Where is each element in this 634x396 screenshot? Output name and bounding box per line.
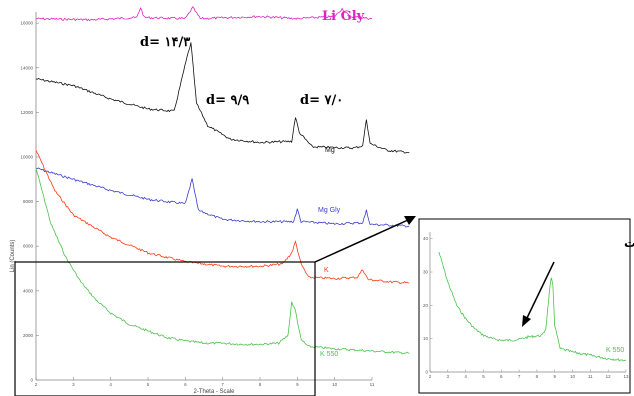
inset-y-tick-label: 0	[425, 370, 428, 375]
series-line-k	[35, 150, 410, 284]
inset-x-tick-label: 8	[536, 374, 539, 379]
x-axis-title: 2-Theta - Scale	[193, 389, 235, 395]
y-tick-label: 8000	[23, 199, 34, 204]
inset-x-tick-label: 12	[606, 374, 612, 379]
inset-series-label: K 550	[606, 347, 624, 354]
inset-series-line	[438, 251, 627, 362]
inset-y-tick-label: 10	[423, 336, 429, 341]
x-tick-label: 10	[332, 382, 338, 387]
zoom-selection-box	[14, 261, 316, 396]
inset-x-tick-label: 13	[623, 374, 629, 379]
inset-y-tick-label: 40	[423, 236, 429, 241]
inset-x-tick-label: 2	[429, 374, 432, 379]
inset-x-tick-label: 7	[518, 374, 521, 379]
series-line-mg-gly	[35, 167, 410, 228]
inset-annotation-arrow-line	[526, 261, 555, 319]
y-tick-label: 10000	[20, 154, 33, 159]
x-tick-label: 6	[184, 382, 187, 387]
x-tick-label: 7	[221, 382, 224, 387]
inset-x-tick-label: 3	[447, 374, 450, 379]
series-label-k-550: K 550	[320, 351, 338, 358]
x-tick-label: 2	[35, 382, 38, 387]
inset-x-tick-label: 11	[588, 374, 593, 379]
x-tick-label: 9	[296, 382, 299, 387]
x-tick-label: 11	[370, 382, 375, 387]
series-label-k: K	[324, 267, 329, 274]
y-tick-label: 14000	[20, 65, 33, 70]
x-tick-label: 3	[72, 382, 75, 387]
inset-chart: 2 3 4 5 6 7 8 9 10 11 12 13 0 10 20 30 40 K 550 هیدروکسی ب…	[423, 232, 634, 379]
inset-x-tick-label: 4	[464, 374, 467, 379]
x-tick-label: 4	[109, 382, 112, 387]
series-line-li-gly	[35, 6, 373, 22]
y-tick-label: 16000	[20, 21, 33, 26]
x-tick-label: 5	[147, 382, 150, 387]
x-tick-label: 8	[259, 382, 262, 387]
series-line-mg	[35, 42, 410, 154]
d-spacing-label: d= ۹/۹	[206, 93, 249, 108]
inset-y-tick-label: 20	[423, 303, 429, 308]
series-label-mg: Mg	[325, 147, 335, 154]
series-label-li-gly: Li Gly	[322, 9, 365, 24]
y-tick-label: 2000	[23, 333, 34, 338]
inset-x-tick-label: 10	[570, 374, 576, 379]
y-tick-label: 4000	[23, 288, 34, 293]
y-axis-title: Lin (Counts)	[10, 240, 16, 273]
y-tick-label: 0	[30, 378, 33, 383]
inset-x-tick-label: 5	[482, 374, 485, 379]
d-spacing-label: d= ۱۴/۳	[140, 35, 190, 50]
zoom-arrow-head	[404, 216, 416, 225]
inset-annotation: هیدروکسی بین لایه‌ای اسمکتیت	[624, 236, 634, 251]
inset-y-tick-label: 30	[423, 270, 429, 275]
inset-frame	[418, 218, 631, 394]
zoom-arrow-line	[314, 219, 409, 263]
d-spacing-label: d= ۷/۰	[300, 93, 343, 108]
inset-annotation-arrow-head	[522, 315, 531, 327]
y-tick-label: 6000	[23, 244, 34, 249]
main-chart: 2 3 4 5 6 7 8 9 10 11 0 2000 4000 6000 8000 10000 12000 1…	[10, 6, 416, 396]
inset-x-tick-label: 6	[500, 374, 503, 379]
series-line-k-550	[35, 168, 410, 355]
y-tick-label: 12000	[20, 110, 33, 115]
series-label-mg-gly: Mg Gly	[318, 207, 341, 214]
inset-x-tick-label: 9	[553, 374, 556, 379]
